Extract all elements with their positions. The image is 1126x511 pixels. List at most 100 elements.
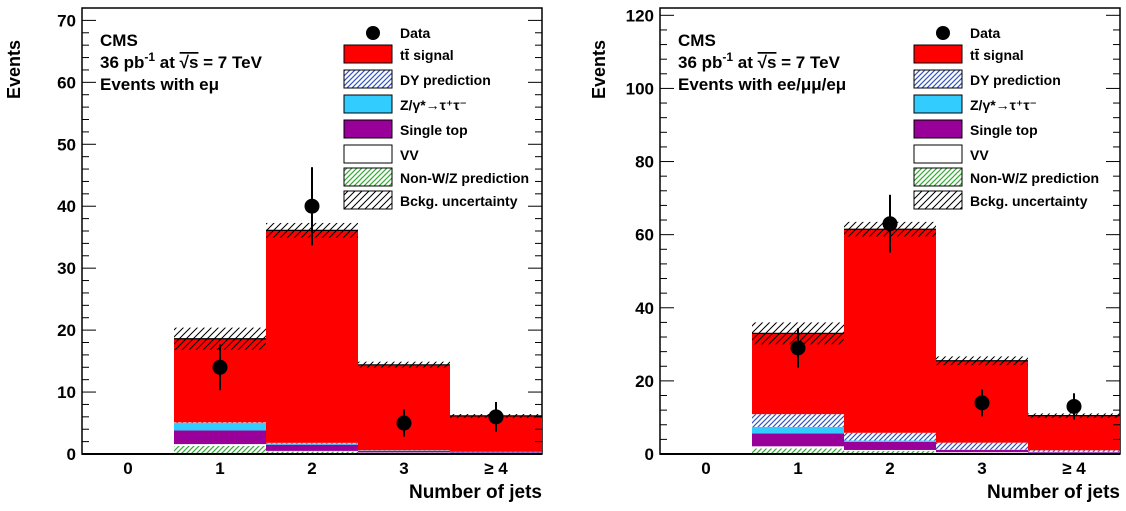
- luminosity-label: 36 pb-1 at √s = 7 TeV: [100, 50, 263, 72]
- bar-tt: [1028, 416, 1120, 451]
- bar-vv: [174, 444, 266, 446]
- bar-ztautau: [266, 443, 358, 444]
- data-point: [213, 360, 228, 375]
- y-tick-label: 20: [635, 372, 654, 391]
- bar-dy: [844, 433, 936, 441]
- legend-swatch-dy: [344, 70, 392, 88]
- legend-swatch-nonwz: [344, 168, 392, 186]
- cms-label: CMS: [678, 31, 716, 50]
- y-tick-label: 60: [57, 73, 76, 92]
- legend-swatch-singletop: [914, 120, 962, 138]
- x-axis: 0 1 2 3 ≥ 4: [123, 459, 508, 478]
- bar-dy: [266, 443, 358, 444]
- legend-swatch-ztautau: [914, 95, 962, 113]
- legend-label: DY prediction: [970, 72, 1061, 88]
- legend-swatch-tt: [914, 45, 962, 63]
- bar-nonwz: [174, 446, 266, 454]
- bar-singletop: [752, 434, 844, 447]
- panel-emu: 0 10 20 30 40 50 60 70 0 1 2 3 ≥ 4 Number of je…: [4, 8, 542, 503]
- bar-tt: [266, 230, 358, 442]
- legend-label: Z/γ*→τ⁺τ⁻: [400, 97, 467, 113]
- x-tick-label: 1: [793, 459, 802, 478]
- cms-label: CMS: [100, 31, 138, 50]
- y-axis-label: Events: [4, 40, 24, 99]
- y-tick-label: 100: [626, 79, 654, 98]
- legend-label: tt̄ signal: [400, 47, 454, 63]
- bar-vv: [936, 452, 1028, 453]
- legend-label: Z/γ*→τ⁺τ⁻: [970, 97, 1037, 113]
- x-axis-label: Number of jets: [987, 482, 1120, 503]
- bar-ztautau: [174, 423, 266, 430]
- x-tick-label: ≥ 4: [484, 459, 508, 478]
- bar-vv: [752, 446, 844, 448]
- legend-label: Bckg. uncertainty: [400, 193, 518, 209]
- legend-swatch-vv: [914, 145, 962, 163]
- y-tick-label: 20: [57, 321, 76, 340]
- bar-singletop: [358, 451, 450, 453]
- bar-ztautau: [844, 440, 936, 441]
- data-point: [1067, 399, 1082, 414]
- legend-swatch-singletop: [344, 120, 392, 138]
- luminosity-label: 36 pb-1 at √s = 7 TeV: [678, 50, 841, 72]
- bar-singletop: [844, 442, 936, 450]
- selection-label: Events with ee/μμ/eμ: [678, 75, 846, 94]
- x-tick-label: 1: [215, 459, 224, 478]
- bar-dy: [936, 443, 1028, 450]
- bar-dy: [174, 422, 266, 423]
- bar-vv: [266, 451, 358, 452]
- legend-marker-data: [936, 26, 950, 40]
- data-point: [883, 216, 898, 231]
- uncertainty-band: [358, 362, 450, 368]
- y-tick-label: 30: [57, 259, 76, 278]
- bar-singletop: [936, 450, 1028, 452]
- bar-tt: [844, 229, 936, 433]
- x-tick-label: 3: [399, 459, 408, 478]
- data-point: [489, 409, 504, 424]
- y-tick-label: 70: [57, 11, 76, 30]
- x-tick-label: 2: [307, 459, 316, 478]
- uncertainty-band: [936, 356, 1028, 365]
- data-point: [975, 395, 990, 410]
- bar-dy: [752, 414, 844, 427]
- legend-swatch-tt: [344, 45, 392, 63]
- y-tick-label: 40: [57, 197, 76, 216]
- y-tick-label: 0: [67, 445, 76, 464]
- y-tick-label: 60: [635, 226, 654, 245]
- x-tick-label: ≥ 4: [1062, 459, 1086, 478]
- y-tick-label: 0: [645, 445, 654, 464]
- y-tick-label: 40: [635, 299, 654, 318]
- legend-label: Non-W/Z prediction: [400, 170, 529, 186]
- data-point: [791, 340, 806, 355]
- x-tick-label: 0: [701, 459, 710, 478]
- selection-label: Events with eμ: [100, 75, 219, 94]
- legend-label: Data: [970, 25, 1001, 41]
- x-tick-label: 2: [885, 459, 894, 478]
- legend-label: Bckg. uncertainty: [970, 193, 1088, 209]
- x-tick-label: 3: [977, 459, 986, 478]
- bar-ztautau: [752, 427, 844, 434]
- bar-singletop: [174, 430, 266, 444]
- bar-dy: [1028, 450, 1120, 451]
- bar-singletop: [266, 445, 358, 451]
- y-tick-label: 80: [635, 153, 654, 172]
- bar-tt: [358, 365, 450, 450]
- bar-singletop: [450, 452, 542, 453]
- x-axis: 0 1 2 3 ≥ 4: [701, 459, 1086, 478]
- legend-marker-data: [366, 26, 380, 40]
- legend-label: VV: [970, 147, 989, 163]
- data-point: [305, 199, 320, 214]
- legend-swatch-dy: [914, 70, 962, 88]
- legend-label: Data: [400, 25, 431, 41]
- data-point: [397, 416, 412, 431]
- y-tick-label: 10: [57, 383, 76, 402]
- legend-label: Single top: [970, 122, 1038, 138]
- legend-swatch-nonwz: [914, 168, 962, 186]
- legend-label: VV: [400, 147, 419, 163]
- y-tick-label: 50: [57, 135, 76, 154]
- x-axis-label: Number of jets: [409, 482, 542, 503]
- legend-swatch-vv: [344, 145, 392, 163]
- y-tick-label: 120: [626, 6, 654, 25]
